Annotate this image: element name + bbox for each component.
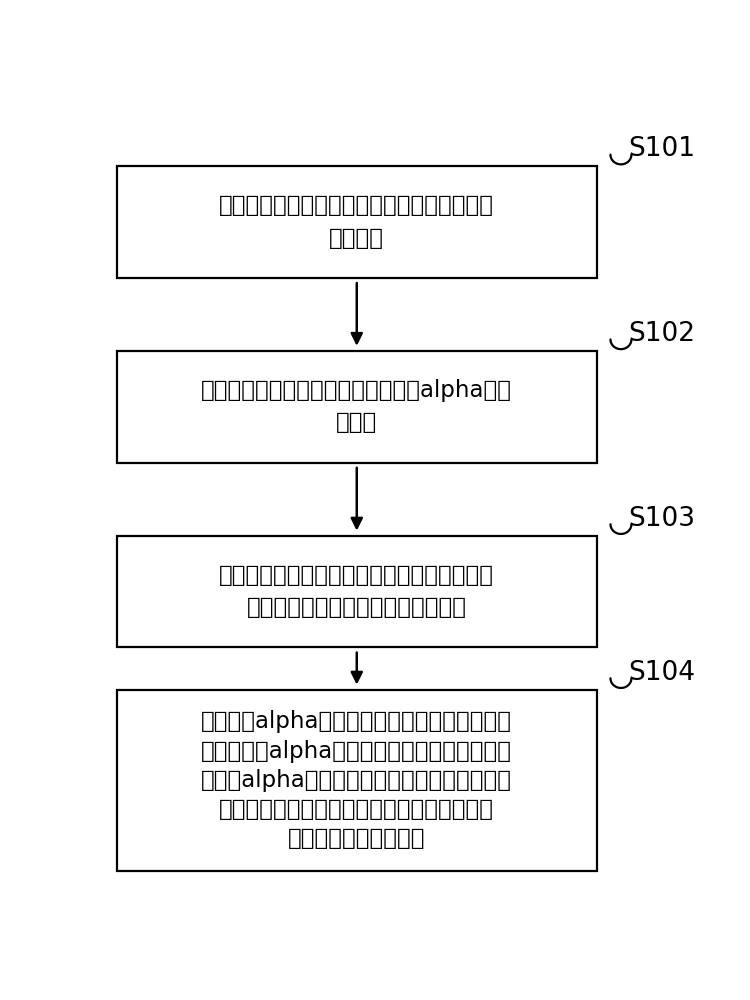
Text: 进行额叶alpha不对称性的脑电反馈训练前，基: 进行额叶alpha不对称性的脑电反馈训练前，基 bbox=[201, 710, 512, 733]
Text: 共振数据: 共振数据 bbox=[329, 227, 384, 250]
FancyBboxPatch shape bbox=[117, 690, 596, 871]
FancyBboxPatch shape bbox=[117, 536, 596, 647]
Text: S101: S101 bbox=[628, 136, 695, 162]
Text: 计算所述静息态功能磁共振数据对应的个体功: 计算所述静息态功能磁共振数据对应的个体功 bbox=[219, 564, 494, 587]
Text: S104: S104 bbox=[628, 660, 695, 686]
Text: 能脑网络拓扑属性的标准化聚类系数: 能脑网络拓扑属性的标准化聚类系数 bbox=[247, 596, 466, 619]
Text: 于所述个体alpha振荡峰频率设置用于提取反馈: 于所述个体alpha振荡峰频率设置用于提取反馈 bbox=[201, 740, 512, 763]
Text: 峰频率: 峰频率 bbox=[336, 411, 377, 434]
Text: 能磁共振脑网络的标准化聚类系数设置脑电神: 能磁共振脑网络的标准化聚类系数设置脑电神 bbox=[219, 798, 494, 821]
Text: 获取受试者的静息态脑电信号和静息态功能磁: 获取受试者的静息态脑电信号和静息态功能磁 bbox=[219, 194, 494, 217]
FancyBboxPatch shape bbox=[117, 351, 596, 463]
Text: 计算所述静息态脑电信号对应的个体alpha振荡: 计算所述静息态脑电信号对应的个体alpha振荡 bbox=[201, 379, 512, 402]
Text: 经反馈的训练难度参数: 经反馈的训练难度参数 bbox=[288, 827, 425, 850]
Text: 信号的alpha频段参数，以及基于所述静息态功: 信号的alpha频段参数，以及基于所述静息态功 bbox=[201, 769, 512, 792]
Text: S103: S103 bbox=[628, 506, 695, 532]
FancyBboxPatch shape bbox=[117, 166, 596, 278]
Text: S102: S102 bbox=[628, 321, 695, 347]
